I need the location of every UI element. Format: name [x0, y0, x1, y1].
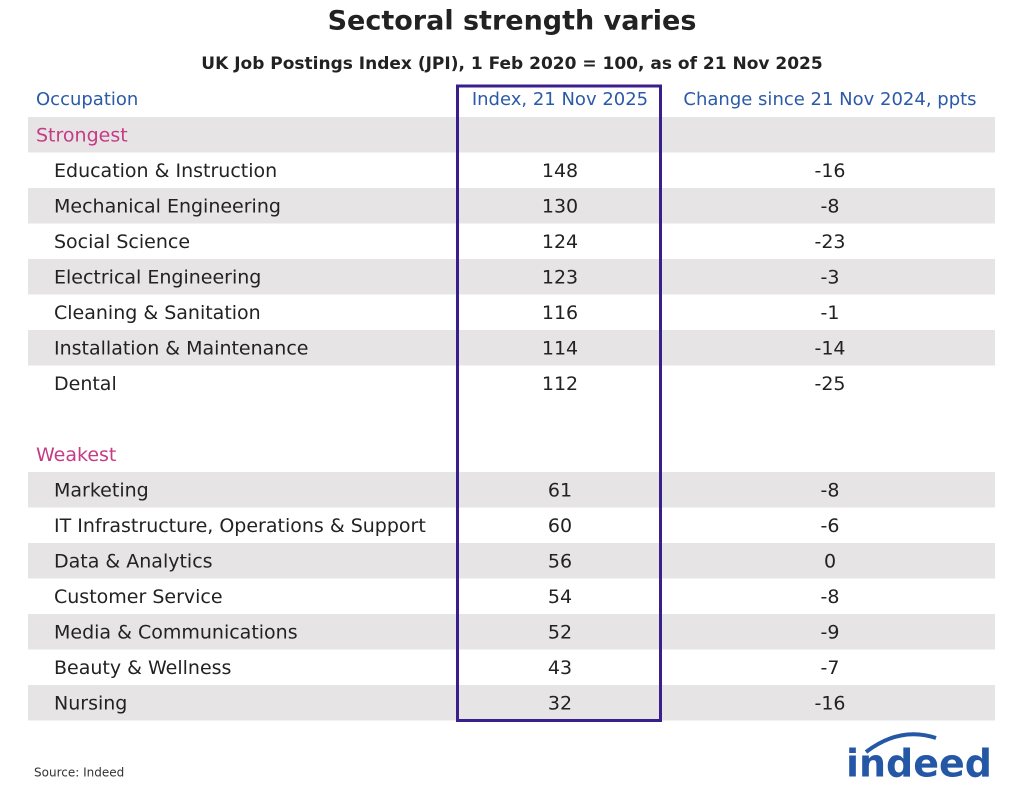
row-band: [28, 259, 995, 295]
logo: indeed: [846, 742, 992, 786]
column-header: Occupation: [36, 89, 138, 110]
section-label: Strongest: [36, 124, 128, 146]
occupation: Data & Analytics: [54, 550, 213, 572]
cell-value: -8: [821, 586, 840, 608]
row-band: [28, 330, 995, 366]
cell-value: -7: [821, 657, 840, 679]
occupation: Installation & Maintenance: [54, 337, 309, 359]
row-band: [28, 472, 995, 508]
cell-value: -23: [814, 231, 845, 253]
cell-value: -3: [821, 266, 840, 288]
cell-value: -6: [821, 515, 840, 537]
section-label: Weakest: [36, 444, 116, 466]
cell-value: -9: [821, 621, 840, 643]
occupation: Nursing: [54, 692, 127, 714]
subtitle: UK Job Postings Index (JPI), 1 Feb 2020 …: [201, 54, 822, 74]
cell-value: -1: [821, 302, 840, 324]
cell-value: -8: [821, 479, 840, 501]
occupation: Media & Communications: [54, 621, 298, 643]
column-header: Change since 21 Nov 2024, ppts: [683, 89, 976, 110]
cell-value: 0: [824, 550, 836, 572]
occupation: Social Science: [54, 231, 190, 253]
title: Sectoral strength varies: [328, 6, 697, 37]
cell-value: 32: [548, 692, 572, 714]
cell-value: 148: [542, 160, 578, 182]
occupation: Cleaning & Sanitation: [54, 302, 261, 324]
occupation: Education & Instruction: [54, 160, 277, 182]
source: Source: Indeed: [34, 766, 124, 780]
cell-value: 52: [548, 621, 572, 643]
cell-value: 116: [542, 302, 578, 324]
occupation: Electrical Engineering: [54, 266, 261, 288]
cell-value: 56: [548, 550, 572, 572]
cell-value: -14: [814, 337, 845, 359]
cell-value: 114: [542, 337, 578, 359]
cell-value: -8: [821, 195, 840, 217]
highlight-box: [456, 84, 662, 722]
occupation: Dental: [54, 373, 117, 395]
occupation: Beauty & Wellness: [54, 657, 231, 679]
occupation: Marketing: [54, 479, 149, 501]
cell-value: 61: [548, 479, 572, 501]
cell-value: 123: [542, 266, 578, 288]
row-band: [28, 685, 995, 721]
row-band: [28, 614, 995, 650]
logo-arc: [864, 732, 937, 754]
occupation: IT Infrastructure, Operations & Support: [54, 515, 426, 537]
cell-value: 54: [548, 586, 572, 608]
cell-value: 130: [542, 195, 578, 217]
row-band: [28, 543, 995, 579]
cell-value: 124: [542, 231, 578, 253]
cell-value: 112: [542, 373, 578, 395]
cell-value: 43: [548, 657, 572, 679]
column-header: Index, 21 Nov 2025: [472, 89, 648, 110]
occupation: Mechanical Engineering: [54, 195, 281, 217]
cell-value: 60: [548, 515, 572, 537]
cell-value: -25: [814, 373, 845, 395]
row-band: [28, 188, 995, 224]
cell-value: -16: [814, 692, 845, 714]
row-band: [28, 117, 995, 153]
cell-value: -16: [814, 160, 845, 182]
occupation: Customer Service: [54, 586, 223, 608]
